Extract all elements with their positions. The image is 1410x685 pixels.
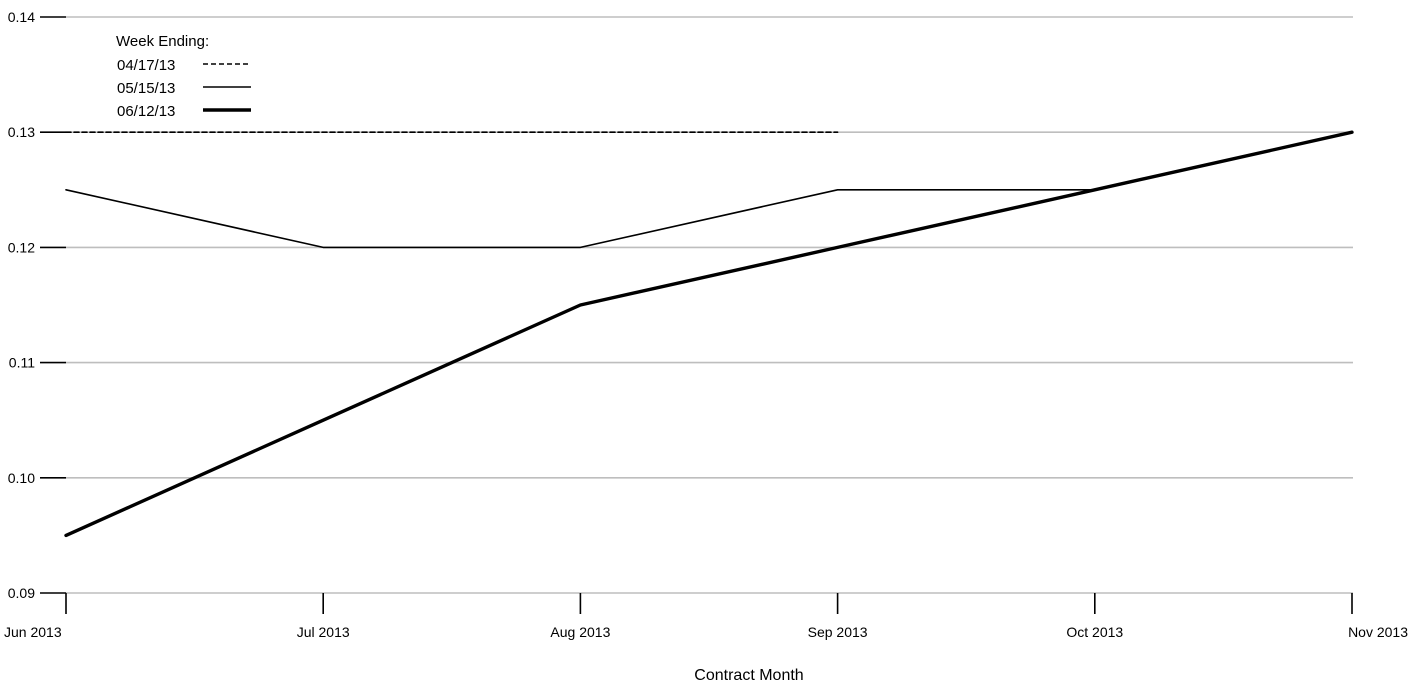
x-tick-label: Aug 2013 [550,624,610,640]
legend-label: 05/15/13 [117,80,175,97]
x-axis: Jun 2013 Jul 2013 Aug 2013 Sep 2013 Oct 2013… [4,593,1408,640]
x-tick-label: Jul 2013 [297,624,350,640]
y-tick-label: 0.09 [8,585,35,601]
x-axis-title: Contract Month [694,667,803,684]
legend-label: 06/12/13 [117,103,175,120]
legend: Week Ending: 04/17/13 05/15/13 06/12/13 [116,33,251,120]
y-tick-label: 0.12 [8,239,35,255]
series-lines [64,130,1354,538]
x-tick-label: Oct 2013 [1066,624,1123,640]
y-tick-label: 0.14 [8,9,35,25]
legend-title: Week Ending: [116,33,209,50]
x-tick-label: Nov 2013 [1348,624,1408,640]
y-axis: 0.09 0.10 0.11 0.12 0.13 0.14 [8,9,66,601]
x-tick-label: Jun 2013 [4,624,62,640]
y-tick-label: 0.13 [8,124,35,140]
series-line-06-12-13 [64,130,1354,538]
x-tick-label: Sep 2013 [808,624,868,640]
grid-lines [66,16,1353,594]
legend-label: 04/17/13 [117,57,175,74]
y-tick-label: 0.10 [8,470,35,486]
y-tick-label: 0.11 [9,355,35,371]
series-line-05-15-13 [65,131,1353,249]
